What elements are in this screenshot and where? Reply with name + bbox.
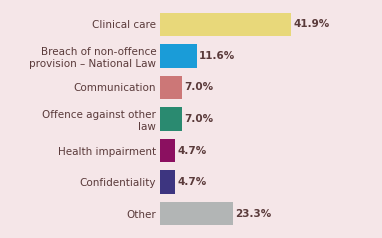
Bar bbox=[160, 76, 182, 99]
Text: 4.7%: 4.7% bbox=[177, 177, 206, 187]
Text: 7.0%: 7.0% bbox=[184, 83, 213, 93]
Text: 7.0%: 7.0% bbox=[184, 114, 213, 124]
Bar bbox=[160, 170, 175, 194]
Text: 11.6%: 11.6% bbox=[199, 51, 235, 61]
Bar bbox=[160, 107, 182, 131]
Bar bbox=[160, 139, 175, 162]
Bar bbox=[160, 202, 233, 225]
Text: 23.3%: 23.3% bbox=[235, 208, 271, 218]
Bar bbox=[160, 13, 291, 36]
Bar bbox=[160, 44, 197, 68]
Text: 41.9%: 41.9% bbox=[293, 20, 330, 30]
Text: 4.7%: 4.7% bbox=[177, 145, 206, 155]
